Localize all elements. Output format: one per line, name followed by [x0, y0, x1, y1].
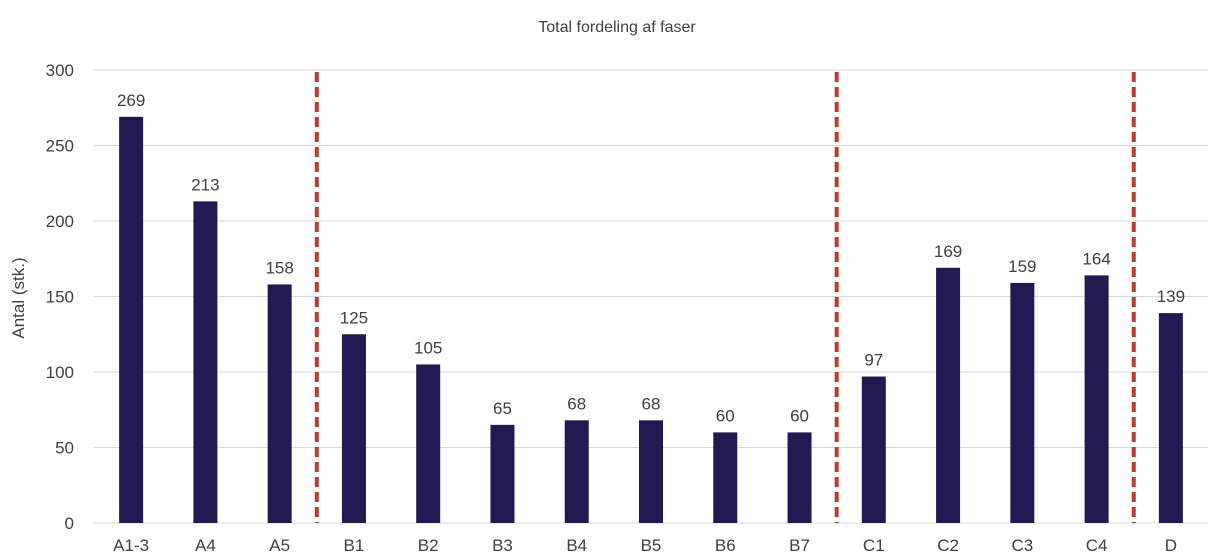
data-label: 60 [790, 406, 809, 425]
y-tick-label: 0 [65, 514, 74, 533]
data-label: 159 [1008, 257, 1036, 276]
y-tick-label: 150 [46, 288, 74, 307]
x-tick-label: B1 [344, 536, 365, 555]
y-tick-label: 50 [55, 439, 74, 458]
x-tick-label: B4 [566, 536, 587, 555]
data-label: 169 [934, 242, 962, 261]
data-label: 68 [567, 394, 586, 413]
y-tick-label: 200 [46, 212, 74, 231]
x-axis-ticks: A1-3 A4 A5 B1 B2 B3 B4 B5 B6 B7 C1 C2 C3 C4 D [113, 536, 1177, 555]
bar [119, 116, 144, 523]
x-tick-label: C1 [863, 536, 885, 555]
data-label: 97 [864, 351, 883, 370]
bars [119, 116, 1183, 523]
y-tick-label: 100 [46, 363, 74, 382]
x-tick-label: A1-3 [113, 536, 149, 555]
x-tick-label: C4 [1086, 536, 1108, 555]
data-label: 164 [1082, 249, 1110, 268]
bar [1010, 282, 1035, 523]
x-tick-label: A5 [269, 536, 290, 555]
x-tick-label: D [1165, 536, 1177, 555]
x-tick-label: B3 [492, 536, 513, 555]
data-label: 125 [340, 308, 368, 327]
x-tick-label: B6 [715, 536, 736, 555]
data-label: 60 [716, 406, 735, 425]
bar [193, 201, 218, 523]
x-tick-label: C2 [937, 536, 959, 555]
bar [713, 432, 738, 523]
x-tick-label: B5 [641, 536, 662, 555]
bar [1084, 275, 1109, 523]
x-tick-label: B2 [418, 536, 439, 555]
data-label: 158 [265, 258, 293, 277]
data-label: 65 [493, 399, 512, 418]
y-tick-label: 250 [46, 137, 74, 156]
data-label: 269 [117, 91, 145, 110]
bar [267, 284, 292, 523]
y-axis-ticks: 0 50 100 150 200 250 300 [46, 61, 74, 533]
data-labels: 269 213 158 125 105 65 68 68 60 60 97 169 159 164 139 [117, 91, 1185, 426]
data-label: 139 [1157, 287, 1185, 306]
y-axis-label: Antal (stk.) [9, 257, 28, 338]
bar [936, 267, 961, 523]
chart-title: Total fordeling af faser [538, 19, 696, 36]
y-tick-label: 300 [46, 61, 74, 80]
bar [416, 364, 441, 523]
bar [341, 334, 366, 523]
x-tick-label: A4 [195, 536, 216, 555]
data-label: 213 [191, 175, 219, 194]
data-label: 68 [642, 394, 661, 413]
x-tick-label: B7 [789, 536, 810, 555]
bar [1158, 313, 1183, 523]
data-label: 105 [414, 338, 442, 357]
bar [861, 376, 886, 523]
x-tick-label: C3 [1011, 536, 1033, 555]
phase-separators [314, 72, 1136, 523]
bar [490, 424, 515, 523]
bar [639, 420, 663, 523]
bar [787, 432, 812, 523]
bar [564, 420, 589, 523]
